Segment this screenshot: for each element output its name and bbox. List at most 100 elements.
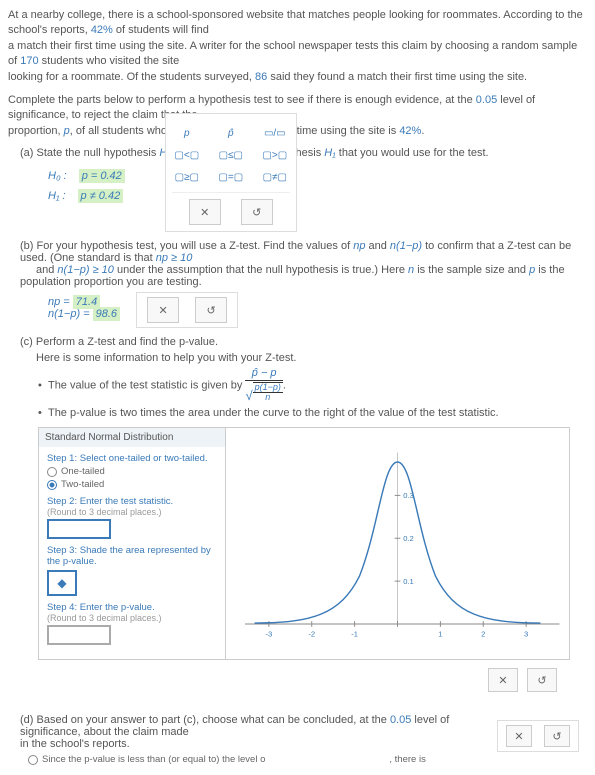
- z-formula: p̂ − p √ p(1−p) n: [245, 368, 282, 403]
- sym-eq[interactable]: ▢=▢: [216, 168, 246, 186]
- part-c-actions: ✕ ↺: [8, 668, 557, 692]
- h0-value[interactable]: p = 0.42: [79, 169, 125, 183]
- normal-dist-panel: Standard Normal Distribution Step 1: Sel…: [38, 427, 570, 660]
- clear-button-b[interactable]: ✕: [147, 297, 179, 323]
- comp-alpha: 0.05: [476, 94, 497, 106]
- sym-le[interactable]: ▢≤▢: [216, 146, 246, 164]
- xt6: 2: [481, 629, 485, 638]
- comp-2a: proportion,: [8, 125, 64, 137]
- formula-num: p̂ − p: [245, 368, 282, 381]
- intro-paragraph: At a nearby college, there is a school-s…: [8, 8, 587, 85]
- b-cond: np ≥ 10: [156, 252, 193, 264]
- complete-paragraph: Complete the parts below to perform a hy…: [8, 93, 587, 139]
- reset-button-a[interactable]: ↺: [241, 199, 273, 225]
- intro-t1b: of students will find: [113, 24, 209, 36]
- bullet-2: • The p-value is two times the area unde…: [38, 407, 587, 419]
- intro-pct: 42%: [91, 24, 113, 36]
- n1p-label: n(1−p) =: [48, 308, 93, 320]
- d-tail: , there is: [389, 754, 425, 765]
- b1-text: The value of the test statistic is given…: [48, 380, 245, 392]
- radio-one-tailed[interactable]: One-tailed: [47, 466, 217, 477]
- b-2b: under the assumption that the null hypot…: [114, 264, 408, 276]
- part-c-sub: Here is some information to help you wit…: [36, 352, 587, 364]
- h1-value[interactable]: p ≠ 0.42: [78, 189, 124, 203]
- part-c-head: (c) Perform a Z-test and find the p-valu…: [20, 336, 587, 348]
- xt7: 3: [524, 629, 528, 638]
- comp-2c: .: [421, 125, 424, 137]
- radio-two-tailed[interactable]: Two-tailed: [47, 479, 217, 490]
- xt1: -3: [265, 629, 272, 638]
- calc-values: np = 71.4 n(1−p) = 98.6: [48, 296, 120, 320]
- sym-lt[interactable]: ▢<▢: [172, 146, 202, 164]
- h0-label: H₀ :: [48, 170, 67, 182]
- formula-den: √ p(1−p) n: [245, 381, 282, 403]
- den-bot: n: [253, 393, 283, 402]
- a-t3: that you would use for the test.: [336, 147, 489, 159]
- part-d-text: (d) Based on your answer to part (c), ch…: [20, 714, 497, 750]
- b-cond2: n(1−p) ≥ 10: [57, 264, 114, 276]
- sym-ne[interactable]: ▢≠▢: [260, 168, 290, 186]
- opt2-label: Two-tailed: [61, 479, 104, 490]
- intro-x: 86: [255, 71, 267, 83]
- panel-title: Standard Normal Distribution: [39, 428, 225, 447]
- part-b-text: (b) For your hypothesis test, you will u…: [20, 240, 587, 288]
- sym-frac[interactable]: ▭/▭: [260, 124, 290, 142]
- intro-n: 170: [20, 55, 38, 67]
- reset-button-d[interactable]: ↺: [544, 725, 570, 747]
- b-1b: and: [365, 240, 389, 252]
- d-1a: (d) Based on your answer to part (c), ch…: [20, 714, 390, 726]
- n1p-value[interactable]: 98.6: [93, 307, 120, 321]
- step3b: the p-value.: [47, 556, 217, 567]
- d-alpha: 0.05: [390, 714, 411, 726]
- chart-area: 0.1 0.2 0.3 -3 -2 -1 1 2 3: [226, 428, 569, 659]
- sym-phat[interactable]: p̂: [216, 124, 246, 142]
- b2-text: The p-value is two times the area under …: [48, 407, 499, 419]
- yt2: 0.2: [403, 534, 414, 543]
- clear-button-c[interactable]: ✕: [488, 668, 518, 692]
- d-2: in the school's reports.: [20, 738, 130, 750]
- d-option-1[interactable]: Since the p-value is less than (or equal…: [28, 754, 497, 765]
- sym-gt[interactable]: ▢>▢: [260, 146, 290, 164]
- a-t1: (a) State the null hypothesis: [20, 147, 159, 159]
- symbol-palette: p p̂ ▭/▭ ▢<▢ ▢≤▢ ▢>▢ ▢≥▢ ▢=▢ ▢≠▢ ✕ ↺: [165, 113, 297, 232]
- normal-curve-svg: 0.1 0.2 0.3 -3 -2 -1 1 2 3: [226, 428, 569, 658]
- step2-sub: (Round to 3 decimal places.): [47, 507, 217, 517]
- reset-button-b[interactable]: ↺: [195, 297, 227, 323]
- b-n1p: n(1−p): [390, 240, 422, 252]
- a-h1: H₁: [324, 147, 335, 159]
- part-a-text: (a) State the null hypothesis H₀ and the…: [20, 147, 587, 159]
- np-label: np =: [48, 296, 73, 308]
- h1-row: H₁ : p ≠ 0.42: [48, 189, 125, 203]
- xt2: -2: [308, 629, 315, 638]
- step3: Step 3: Shade the area represented by: [47, 545, 217, 556]
- reset-button-c[interactable]: ↺: [527, 668, 557, 692]
- radio-d-icon: [28, 755, 38, 765]
- step4: Step 4: Enter the p-value.: [47, 602, 217, 613]
- step4-sub: (Round to 3 decimal places.): [47, 613, 217, 623]
- test-stat-input[interactable]: [47, 519, 111, 539]
- d-opt-text: Since the p-value is less than (or equal…: [42, 754, 265, 765]
- step2: Step 2: Enter the test statistic.: [47, 496, 217, 507]
- shade-button[interactable]: ◆: [47, 570, 77, 596]
- panel-controls: Standard Normal Distribution Step 1: Sel…: [39, 428, 226, 659]
- opt1-label: One-tailed: [61, 466, 105, 477]
- radio-icon-sel: [47, 480, 57, 490]
- bullet-1: • The value of the test statistic is giv…: [38, 368, 587, 403]
- sym-ge[interactable]: ▢≥▢: [172, 168, 202, 186]
- h0-row: H₀ : p = 0.42: [48, 169, 125, 183]
- b-1a: (b) For your hypothesis test, you will u…: [20, 240, 353, 252]
- sym-p[interactable]: p: [172, 124, 202, 142]
- pvalue-input[interactable]: [47, 625, 111, 645]
- xt3: -1: [351, 629, 358, 638]
- yt1: 0.1: [403, 577, 414, 586]
- comp-1a: Complete the parts below to perform a hy…: [8, 94, 476, 106]
- intro-t3b: said they found a match their first time…: [267, 71, 527, 83]
- step1: Step 1: Select one-tailed or two-tailed.: [47, 453, 217, 464]
- intro-t2b: students who visited the site: [39, 55, 180, 67]
- comp-pct: 42%: [399, 125, 421, 137]
- xt5: 1: [438, 629, 442, 638]
- clear-button-a[interactable]: ✕: [189, 199, 221, 225]
- clear-button-d[interactable]: ✕: [506, 725, 532, 747]
- b-2a: and: [36, 264, 57, 276]
- intro-t3a: looking for a roommate. Of the students …: [8, 71, 255, 83]
